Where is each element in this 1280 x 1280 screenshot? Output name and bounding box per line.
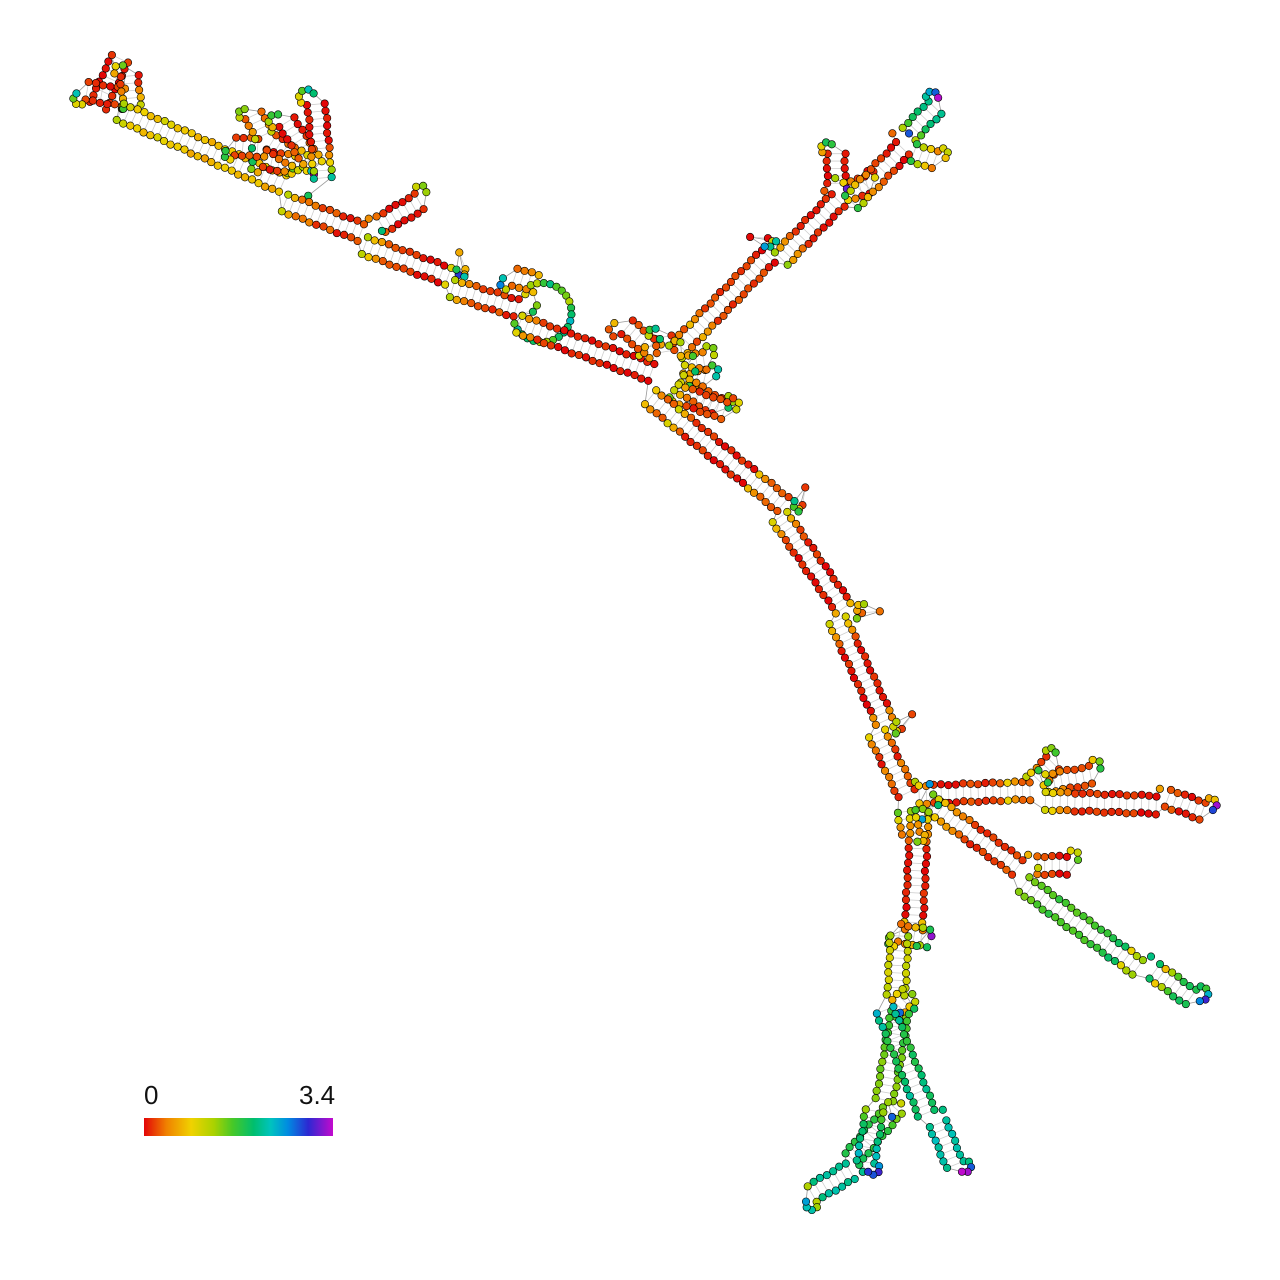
svg-text:3.4: 3.4 (299, 1080, 335, 1110)
svg-text:0: 0 (144, 1080, 158, 1110)
